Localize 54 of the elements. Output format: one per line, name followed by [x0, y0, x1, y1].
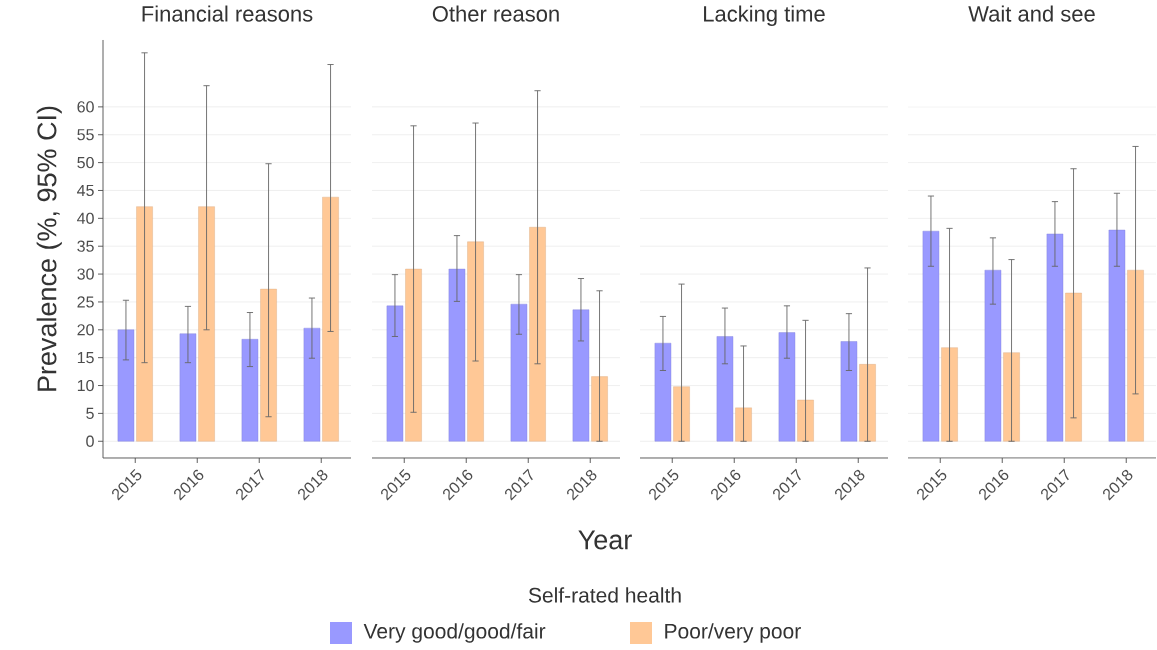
bar	[1065, 292, 1082, 442]
bar	[260, 288, 277, 442]
y-tick-label: 25	[77, 296, 94, 308]
bar	[778, 332, 796, 442]
bar	[1108, 229, 1126, 442]
y-tick-label: 60	[77, 101, 94, 113]
x-axis-title: Year	[578, 530, 632, 550]
bar	[136, 206, 153, 442]
y-tick-label: 0	[86, 435, 94, 447]
y-tick-label: 20	[77, 324, 94, 336]
bar	[716, 336, 734, 442]
bar	[572, 309, 590, 442]
bar	[405, 268, 422, 442]
bar	[735, 407, 752, 442]
bar	[322, 196, 339, 442]
bar	[529, 227, 546, 442]
legend-label: Very good/good/fair	[363, 623, 546, 643]
bar	[797, 399, 814, 442]
bar	[922, 230, 940, 442]
bar	[303, 327, 321, 442]
y-tick-label: 40	[77, 212, 94, 224]
y-tick-label: 5	[86, 407, 94, 419]
bar	[1127, 269, 1144, 442]
bar	[510, 303, 528, 442]
bar	[1003, 352, 1020, 442]
bar	[386, 305, 404, 442]
y-tick-label: 15	[77, 352, 94, 364]
bar	[241, 339, 259, 442]
bar	[198, 206, 215, 442]
y-tick-label: 35	[77, 240, 94, 252]
bar	[448, 268, 466, 442]
bar	[984, 269, 1002, 442]
y-tick-label: 45	[77, 184, 94, 197]
y-tick-label: 50	[77, 156, 94, 169]
bar	[840, 341, 858, 442]
legend-title: Self-rated health	[528, 587, 681, 603]
bar	[467, 241, 484, 442]
chart-title: Financial reasons	[142, 5, 313, 22]
chart-title: Lacking time	[704, 5, 825, 27]
y-tick-label: 55	[77, 129, 94, 141]
bar	[179, 333, 197, 442]
chart-title: Wait and see	[968, 5, 1095, 22]
chart-title: Other reason	[432, 5, 559, 22]
bar	[673, 386, 690, 442]
y-tick-label: 10	[77, 379, 94, 392]
bar	[859, 364, 876, 442]
bar	[941, 347, 958, 442]
bar	[591, 376, 608, 442]
bar	[117, 329, 135, 442]
legend-label: Poor/very poor	[665, 623, 801, 643]
y-tick-label: 30	[77, 268, 94, 280]
bar	[654, 342, 672, 442]
y-axis-title: Prevalence (%, 95% CI)	[36, 106, 62, 391]
bar	[1046, 233, 1064, 442]
